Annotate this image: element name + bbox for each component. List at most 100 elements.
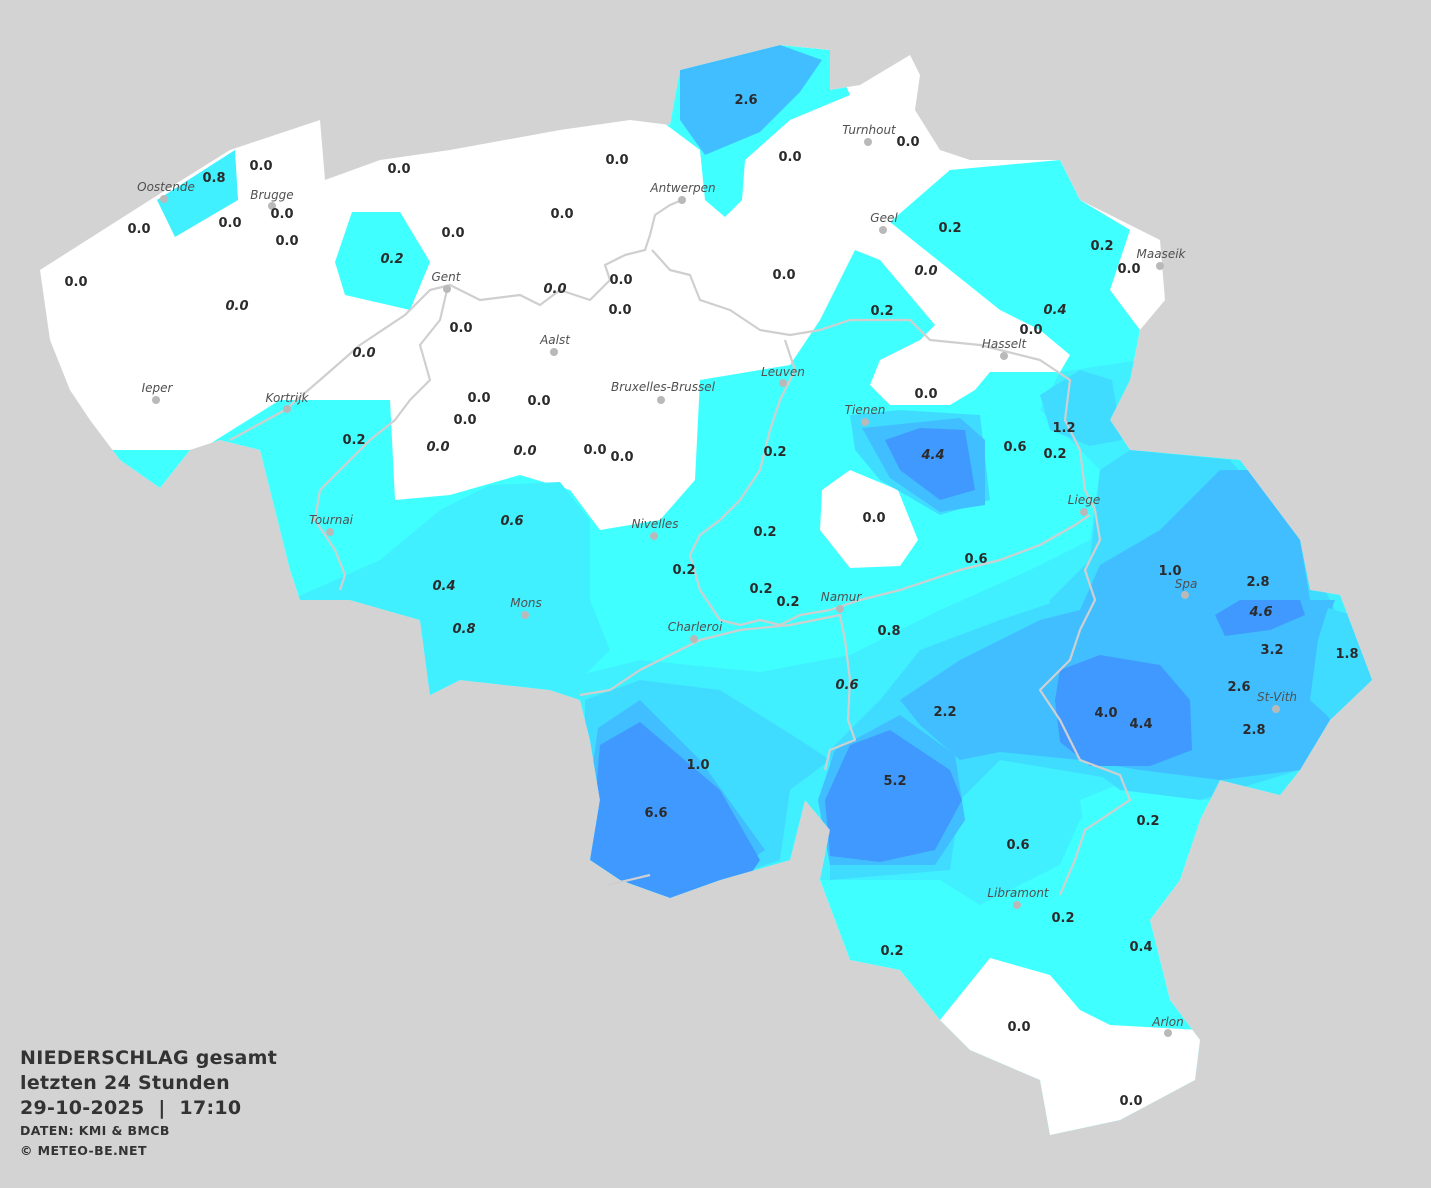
city-dot [836, 605, 844, 613]
precipitation-value: 0.6 [964, 552, 987, 567]
precipitation-value: 2.8 [1242, 723, 1265, 738]
precipitation-value: 0.2 [880, 944, 903, 959]
city-label: Brugge [250, 188, 293, 202]
precipitation-value: 2.6 [1227, 680, 1250, 695]
precipitation-value: 6.6 [644, 806, 667, 821]
city-label: Charleroi [668, 620, 723, 634]
city-dot [1013, 901, 1021, 909]
city-dot [1000, 352, 1008, 360]
precipitation-value: 0.0 [467, 391, 490, 406]
precipitation-value: 0.4 [1043, 303, 1066, 318]
precipitation-value: 2.2 [933, 705, 956, 720]
city-dot [861, 418, 869, 426]
precipitation-value: 0.2 [1136, 814, 1159, 829]
precipitation-value: 0.0 [225, 299, 248, 314]
zone-4-4 [885, 428, 975, 500]
city-markers: Oostende Brugge Antwerpen Turnhout Geel Maase… [137, 123, 1297, 1037]
precipitation-value: 0.0 [441, 226, 464, 241]
city-label: Liege [1068, 493, 1100, 507]
river-leie [313, 289, 449, 591]
precipitation-value: 0.2 [870, 304, 893, 319]
city-dot [1272, 705, 1280, 713]
precipitation-value: 0.8 [202, 171, 225, 186]
precipitation-value: 0.2 [342, 433, 365, 448]
river-schelde [229, 198, 683, 441]
city-label: Antwerpen [649, 181, 715, 195]
precipitation-value: 0.2 [753, 525, 776, 540]
city-dot [268, 202, 276, 210]
precipitation-value: 2.8 [1246, 575, 1269, 590]
precipitation-value: 0.4 [432, 579, 455, 594]
precipitation-value: 5.2 [883, 774, 906, 789]
precipitation-value: 0.0 [64, 275, 87, 290]
city-label: Nivelles [631, 517, 678, 531]
precipitation-value: 0.0 [387, 162, 410, 177]
city-dot [1080, 508, 1088, 516]
city-dot [326, 528, 334, 536]
precipitation-value: 1.8 [1335, 647, 1358, 662]
zone-1-2 [1040, 370, 1122, 446]
precipitation-value: 0.6 [1006, 838, 1029, 853]
city-label: Bruxelles-Brussel [611, 380, 716, 394]
city-dot [283, 405, 291, 413]
precipitation-value: 0.0 [1019, 323, 1042, 338]
zone-6-6 [590, 722, 760, 898]
precipitation-value: 0.8 [452, 622, 475, 637]
city-label: Namur [821, 590, 863, 604]
precipitation-value: 4.6 [1248, 605, 1272, 620]
city-label: Tournai [309, 513, 354, 527]
precipitation-value: 0.0 [550, 207, 573, 222]
precipitation-value: 0.0 [543, 282, 566, 297]
city-dot [779, 379, 787, 387]
city-label: Libramont [987, 886, 1050, 900]
map-title: NIEDERSCHLAG gesamt [20, 1047, 278, 1069]
city-dot [690, 635, 698, 643]
city-dot [1156, 262, 1164, 270]
city-dot [650, 532, 658, 540]
precipitation-value: 0.0 [610, 450, 633, 465]
precipitation-value: 0.0 [453, 413, 476, 428]
city-dot [678, 196, 686, 204]
precipitation-value: 0.0 [583, 443, 606, 458]
precipitation-value: 0.6 [1003, 440, 1026, 455]
precipitation-value: 0.2 [749, 582, 772, 597]
zone-2-0-east [900, 470, 1335, 780]
city-label: Gent [432, 270, 462, 284]
zone-zero-namur [820, 470, 918, 568]
city-dot [879, 226, 887, 234]
station-values: 0.80.0 0.00.02.60.00.00.00.0 0.00.00.00.00… [64, 93, 1358, 1109]
copyright: © METEO-BE.NET [20, 1143, 147, 1158]
precipitation-value: 0.8 [877, 624, 900, 639]
precipitation-value: 0.2 [672, 563, 695, 578]
precipitation-value: 0.0 [513, 444, 536, 459]
river-semois [607, 873, 651, 887]
map-period: letzten 24 Stunden [20, 1072, 230, 1094]
city-dot [1164, 1029, 1172, 1037]
precipitation-value: 1.0 [686, 758, 709, 773]
city-label: Geel [870, 211, 898, 225]
zone-0-2-liege [1035, 445, 1095, 522]
map-legend: NIEDERSCHLAG gesamt letzten 24 Stunden 2… [20, 1046, 277, 1161]
city-label: Hasselt [982, 337, 1028, 351]
precipitation-value: 1.0 [1158, 564, 1181, 579]
city-label: Arlon [1151, 1015, 1183, 1029]
precipitation-value: 0.0 [426, 440, 449, 455]
city-label: Maaseik [1137, 247, 1187, 261]
city-label: Spa [1175, 577, 1198, 591]
precipitation-value: 4.0 [1094, 706, 1117, 721]
precipitation-value: 0.0 [778, 150, 801, 165]
precipitation-value: 0.2 [380, 252, 403, 267]
precipitation-value: 0.0 [608, 303, 631, 318]
precipitation-value: 1.2 [1052, 421, 1075, 436]
precipitation-value: 0.2 [776, 595, 799, 610]
precipitation-value: 0.4 [1129, 940, 1152, 955]
river-dijle [651, 249, 1132, 896]
precipitation-value: 0.0 [218, 216, 241, 231]
map-datetime: 29-10-2025 | 17:10 [20, 1097, 242, 1119]
precipitation-value: 2.6 [734, 93, 757, 108]
precipitation-value: 0.0 [449, 321, 472, 336]
city-label: Oostende [137, 180, 195, 194]
city-label: Turnhout [842, 123, 897, 137]
